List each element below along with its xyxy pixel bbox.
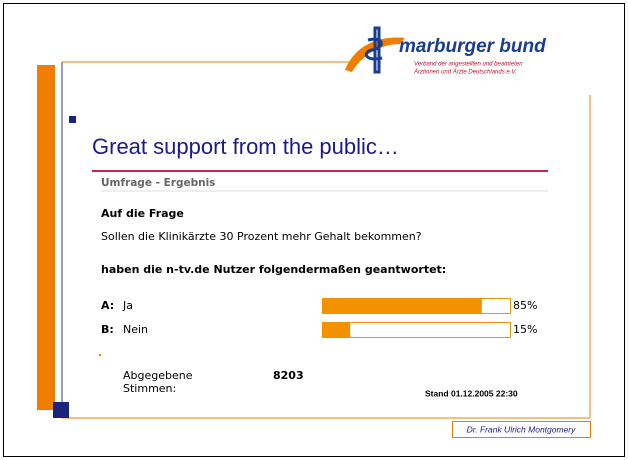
bullet-square — [69, 116, 76, 123]
logo-staff — [364, 26, 383, 74]
logo-tagline: Verband der angestellten und beamteten — [414, 62, 523, 68]
corner-square — [53, 402, 69, 418]
value-label: 85% — [513, 299, 537, 312]
poll-intro: Auf die Frage — [101, 207, 184, 220]
poll-question: Sollen die Klinikärzte 30 Prozent mehr G… — [101, 230, 422, 243]
footer: Dr. Frank Ulrich Montgomery — [467, 424, 577, 434]
option-label: Ja — [122, 299, 133, 312]
poll-answer-intro: haben die n-tv.de Nutzer folgendermaßen … — [101, 263, 446, 276]
votes-label: Stimmen: — [123, 382, 176, 395]
timestamp: Stand 01.12.2005 22:30 — [425, 388, 518, 398]
option-key: B: — [101, 323, 114, 336]
slide-border — [3, 3, 625, 457]
option-key: A: — [101, 299, 114, 312]
bar — [322, 322, 351, 338]
orange-bar — [37, 65, 55, 410]
option-label: Nein — [123, 323, 148, 336]
logo-tagline: Ärztinnen und Ärzte Deutschlands e.V. — [413, 69, 517, 76]
slide-title: Great support from the public… — [92, 134, 399, 159]
value-label: 15% — [513, 323, 537, 336]
logo-name: marburger bund — [399, 36, 546, 57]
bar-outline — [322, 322, 511, 338]
votes-label: Abgegebene — [123, 369, 193, 382]
votes: 8203 — [273, 369, 304, 382]
bar — [322, 298, 482, 314]
footer-box — [452, 421, 591, 438]
poll-heading: Umfrage - Ergebnis — [101, 177, 215, 189]
poll-options: A: Ja 85% B: Nein 15% — [101, 298, 537, 338]
dot — [99, 354, 101, 356]
